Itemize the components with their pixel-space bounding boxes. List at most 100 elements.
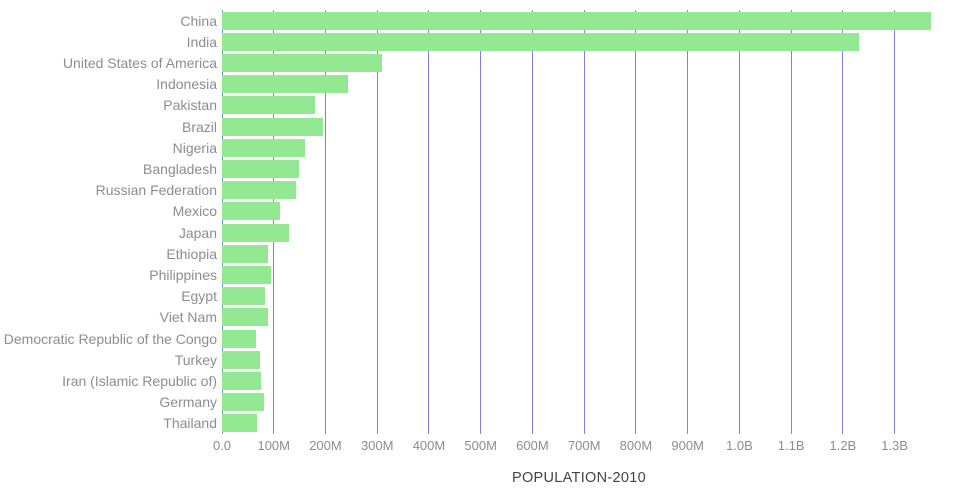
gridline — [790, 10, 792, 434]
bar-area — [222, 307, 936, 328]
x-tick-label: 0.0 — [212, 438, 232, 453]
bar-area — [222, 349, 936, 370]
chart-row: Turkey — [0, 349, 936, 370]
bar — [222, 96, 315, 115]
bar — [222, 117, 324, 136]
category-label: Mexico — [0, 201, 222, 222]
category-label-text: Thailand — [163, 415, 217, 432]
category-label-text: Japan — [178, 224, 217, 241]
gridline — [687, 10, 689, 434]
chart-row: Bangladesh — [0, 158, 936, 179]
x-tick-label: 100M — [257, 438, 290, 453]
bar-area — [222, 52, 936, 73]
category-label-text: Philippines — [149, 267, 217, 284]
x-tick-label: 700M — [567, 438, 601, 453]
category-label: Indonesia — [0, 74, 222, 95]
chart-row: Iran (Islamic Republic of) — [0, 370, 936, 391]
bar-area — [222, 116, 936, 137]
gridline — [635, 10, 637, 434]
bar — [222, 350, 260, 369]
category-label: Ethiopia — [0, 243, 222, 264]
chart-row: Brazil — [0, 116, 936, 137]
bar — [222, 393, 264, 412]
bar — [222, 266, 271, 285]
category-label: Egypt — [0, 286, 222, 307]
bar-area — [222, 222, 936, 243]
gridlines — [221, 10, 936, 434]
bar — [222, 202, 280, 221]
x-tick-label: 200M — [309, 438, 342, 453]
gridline — [531, 10, 533, 434]
chart-row: Nigeria — [0, 137, 936, 158]
bar — [222, 54, 382, 72]
bar — [222, 287, 266, 306]
bar-area — [222, 158, 936, 179]
bar — [222, 75, 349, 94]
bar — [222, 329, 257, 348]
bar-area — [222, 180, 936, 201]
bar — [222, 372, 261, 391]
bar — [222, 181, 296, 200]
category-label-text: Egypt — [181, 288, 217, 305]
chart-row: Viet Nam — [0, 307, 936, 328]
category-label-text: China — [180, 12, 217, 29]
chart-row: Ethiopia — [0, 243, 936, 264]
chart-row: Mexico — [0, 201, 936, 222]
bar — [222, 138, 305, 157]
x-tick-label: 1.3B — [881, 438, 908, 453]
category-label: United States of America — [0, 52, 222, 73]
category-label: Viet Nam — [0, 307, 222, 328]
gridline — [894, 10, 896, 434]
category-label-text: Mexico — [172, 203, 217, 220]
bar — [222, 414, 257, 433]
chart-row: Egypt — [0, 286, 936, 307]
x-tick-label: 500M — [464, 438, 497, 453]
category-label-text: Ethiopia — [166, 245, 217, 262]
category-label: Nigeria — [0, 137, 222, 158]
bar-area — [222, 243, 936, 264]
category-label: Iran (Islamic Republic of) — [0, 370, 222, 391]
bar — [222, 308, 268, 327]
category-label-text: Indonesia — [156, 76, 217, 93]
bar — [222, 223, 289, 242]
gridline — [738, 10, 740, 434]
chart-row: Pakistan — [0, 95, 936, 116]
gridline — [221, 10, 223, 434]
bar-area — [222, 201, 936, 222]
category-label-text: Germany — [159, 394, 217, 411]
chart-row: Russian Federation — [0, 180, 936, 201]
category-label-text: Iran (Islamic Republic of) — [62, 373, 217, 390]
category-label-text: Pakistan — [163, 97, 217, 114]
bar — [222, 160, 299, 179]
bar-area — [222, 95, 936, 116]
category-label-text: Brazil — [181, 118, 217, 135]
category-label: Brazil — [0, 116, 222, 137]
category-label: China — [0, 10, 222, 31]
x-tick-label: 400M — [412, 438, 446, 453]
bar-area — [222, 74, 936, 95]
category-label-text: Nigeria — [172, 139, 217, 156]
chart-row: Philippines — [0, 264, 936, 285]
x-tick-label: 1.1B — [777, 438, 805, 453]
gridline — [842, 10, 844, 434]
category-label-text: Democratic Republic of the Congo — [3, 330, 217, 347]
category-label-text: India — [186, 33, 217, 50]
category-label: Russian Federation — [0, 180, 222, 201]
x-tick-label: 900M — [671, 438, 704, 453]
chart-row: Indonesia — [0, 74, 936, 95]
bar-area — [222, 413, 936, 434]
category-label-text: Bangladesh — [143, 161, 217, 178]
x-tick-label: 300M — [360, 438, 394, 453]
category-label: Democratic Republic of the Congo — [0, 328, 222, 349]
x-axis-title: POPULATION-2010 — [512, 470, 646, 486]
chart-row: India — [0, 31, 936, 52]
chart-row: Democratic Republic of the Congo — [0, 328, 936, 349]
category-label-text: Russian Federation — [95, 182, 217, 199]
chart-row: Germany — [0, 392, 936, 413]
gridline — [376, 10, 378, 434]
category-label: Turkey — [0, 349, 222, 370]
bar-area — [222, 392, 936, 413]
chart-row: Thailand — [0, 413, 936, 434]
bar-area — [222, 286, 936, 307]
